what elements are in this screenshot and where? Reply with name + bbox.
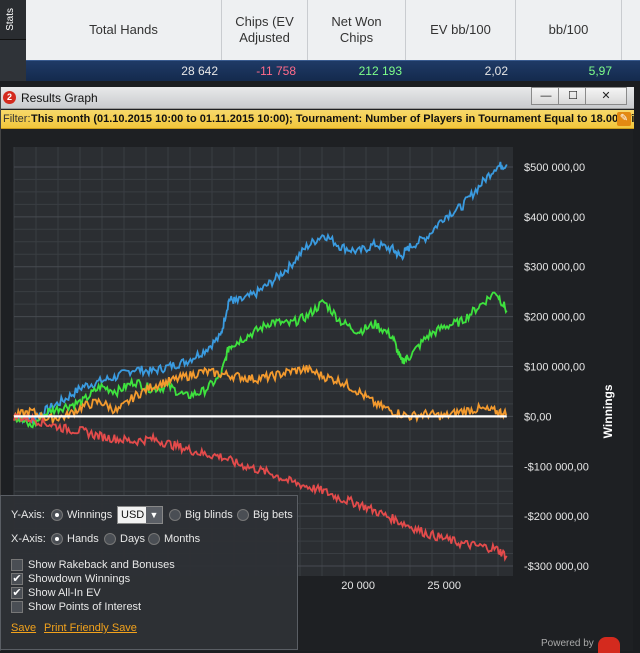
graph-options-panel: Y-Axis: Winnings USD ▼ Big blinds Big be… — [0, 495, 298, 650]
stats-tab[interactable]: Stats — [0, 0, 26, 40]
y-option-winnings-label: Winnings — [67, 509, 113, 521]
x-axis-label-text: X-Axis: — [11, 533, 46, 545]
filter-edit-icon[interactable]: ✎ — [617, 112, 631, 126]
x-axis-ticks: 20 000 25 000 — [341, 580, 461, 592]
chart-series — [13, 161, 508, 562]
header-total-hands-label: Total Hands — [89, 22, 158, 37]
window-title: Results Graph — [21, 91, 98, 105]
value-total-hands: 28 642 — [181, 64, 218, 78]
x-option-months-radio[interactable] — [148, 533, 160, 545]
filter-description: This month (01.10.2015 10:00 to 01.11.20… — [31, 113, 619, 125]
save-link[interactable]: Save — [11, 622, 37, 634]
print-friendly-save-link[interactable]: Print Friendly Save — [44, 622, 137, 634]
chevron-down-icon[interactable]: ▼ — [146, 507, 162, 523]
stats-tab-label: Stats — [5, 8, 16, 31]
close-button[interactable]: ✕ — [585, 87, 627, 105]
x-option-days-label: Days — [120, 533, 146, 545]
minimize-button[interactable]: — — [531, 87, 561, 105]
x-option-hands-label: Hands — [67, 533, 99, 545]
y-option-winnings-radio[interactable] — [51, 509, 63, 521]
y-tick-label: $500 000,00 — [524, 162, 585, 174]
header-bb100-label: bb/100 — [548, 22, 589, 37]
header-chips-ev[interactable]: Chips (EV Adjusted — [222, 0, 308, 60]
y-option-bigbets-label: Big bets — [253, 509, 293, 521]
x-option-days-radio[interactable] — [104, 533, 116, 545]
y-axis-label: Winnings — [601, 384, 615, 438]
showdown-label: Showdown Winnings — [28, 573, 131, 585]
header-total-hands[interactable]: Total Hands — [26, 0, 222, 60]
stats-tab-spacer — [0, 40, 26, 81]
value-ev-bb100: 2,02 — [484, 64, 508, 78]
rakeback-checkbox[interactable] — [11, 559, 23, 571]
y-tick-label: $300 000,00 — [524, 262, 585, 274]
y-axis-label-text: Y-Axis: — [11, 509, 45, 521]
currency-select[interactable]: USD ▼ — [117, 506, 163, 524]
series-line-2 — [13, 364, 508, 427]
x-option-hands-radio[interactable] — [51, 533, 63, 545]
header-net-won[interactable]: Net Won Chips — [308, 0, 406, 60]
y-tick-label: -$200 000,00 — [524, 511, 589, 523]
points-interest-label: Show Points of Interest — [28, 601, 142, 613]
y-option-bigblinds-label: Big blinds — [185, 509, 233, 521]
y-tick-label: -$100 000,00 — [524, 461, 589, 473]
y-tick-label: $0,00 — [524, 411, 552, 423]
header-net-won-label: Net Won Chips — [331, 14, 382, 45]
filter-label: Filter: — [3, 113, 31, 125]
currency-value: USD — [121, 509, 145, 521]
filter-bar[interactable]: Filter: This month (01.10.2015 10:00 to … — [1, 110, 634, 129]
powered-by-text: Powered by — [541, 638, 594, 649]
rakeback-label: Show Rakeback and Bonuses — [28, 559, 175, 571]
series-line-0 — [13, 161, 508, 425]
value-net-won: 212 193 — [358, 64, 402, 78]
x-tick-label: 25 000 — [427, 580, 461, 592]
brand-logo-icon — [598, 637, 620, 653]
header-ev-bb100-label: EV bb/100 — [430, 22, 491, 37]
series-line-3 — [13, 412, 508, 562]
y-tick-label: $100 000,00 — [524, 361, 585, 373]
table-row[interactable]: 28 642 -11 758 212 193 2,02 5,97 — [26, 60, 640, 81]
points-interest-checkbox[interactable] — [11, 601, 23, 613]
y-option-bigbets-radio[interactable] — [237, 509, 249, 521]
header-bb100[interactable]: bb/100 — [516, 0, 622, 60]
y-tick-label: -$300 000,00 — [524, 561, 589, 573]
y-tick-label: $200 000,00 — [524, 312, 585, 324]
y-tick-label: $400 000,00 — [524, 212, 585, 224]
x-option-months-label: Months — [164, 533, 201, 545]
value-chips-ev: -11 758 — [256, 64, 296, 78]
stats-table: Stats Total Hands Chips (EV Adjusted Net… — [0, 0, 640, 81]
value-bb100: 5,97 — [588, 64, 612, 78]
header-chips-ev-label: Chips (EV Adjusted — [235, 14, 294, 45]
series-line-1 — [13, 291, 508, 429]
showdown-checkbox[interactable]: ✔ — [11, 573, 23, 585]
y-axis-ticks: $500 000,00 $400 000,00 $300 000,00 $200 00… — [524, 162, 589, 573]
allin-ev-checkbox[interactable]: ✔ — [11, 587, 23, 599]
app-logo-icon: 2 — [3, 91, 16, 104]
header-ev-bb100[interactable]: EV bb/100 — [406, 0, 516, 60]
window-titlebar[interactable]: 2 Results Graph — ☐ ✕ — [1, 87, 634, 109]
x-tick-label: 20 000 — [341, 580, 375, 592]
allin-ev-label: Show All-In EV — [28, 587, 101, 599]
y-option-bigblinds-radio[interactable] — [169, 509, 181, 521]
